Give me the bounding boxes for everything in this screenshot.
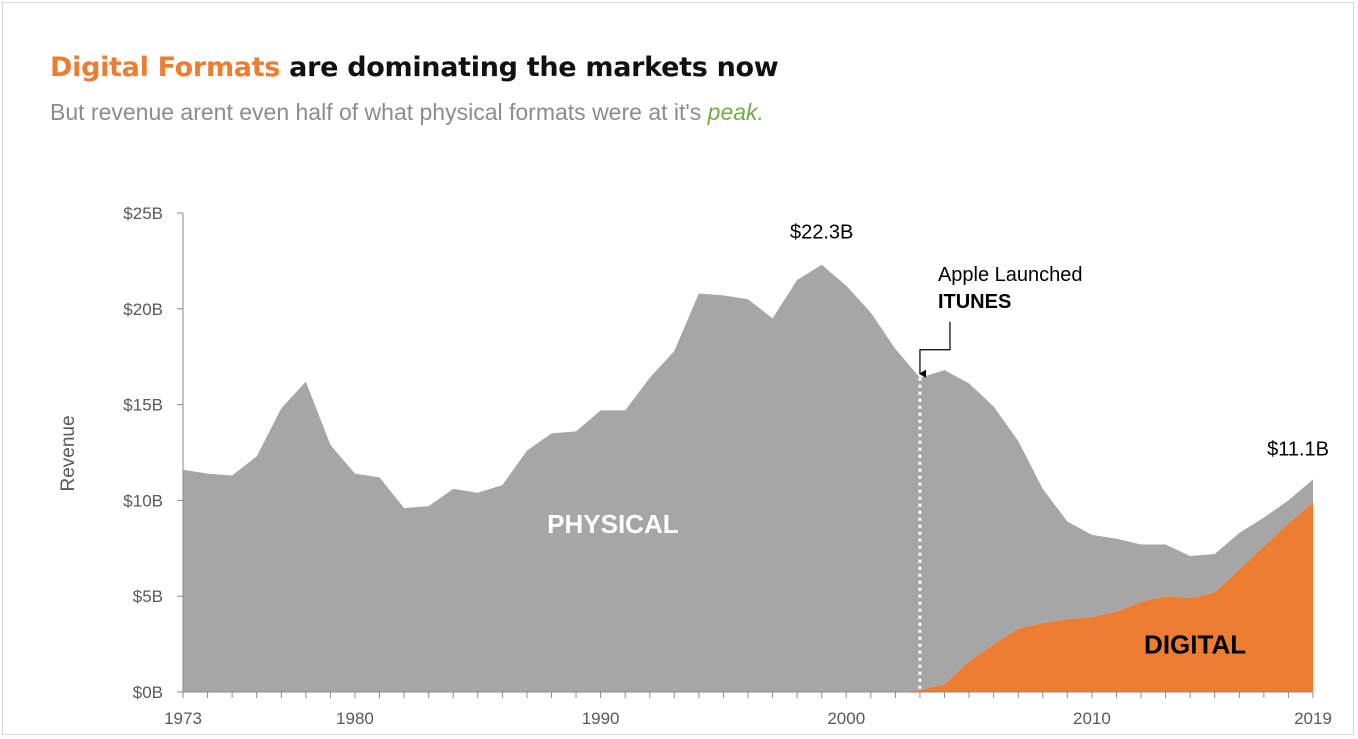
- chart-title: Digital Formats are dominating the marke…: [50, 52, 779, 83]
- end-value-label: $11.1B: [1267, 438, 1329, 460]
- y-tick-label: $15B: [123, 396, 163, 415]
- subtitle-main: But revenue arent even half of what phys…: [50, 99, 708, 125]
- itunes-callout-text: Apple Launched: [938, 264, 1083, 286]
- digital-series-label: DIGITAL: [1144, 630, 1246, 660]
- itunes-callout-arrow: [918, 321, 951, 378]
- x-tick-label: 1990: [582, 709, 620, 728]
- y-tick-label: $25B: [123, 204, 163, 223]
- x-tick-label: 1973: [164, 709, 202, 728]
- title-highlight: Digital Formats: [50, 52, 281, 83]
- chart-subtitle: But revenue arent even half of what phys…: [50, 99, 764, 126]
- y-tick-label: $10B: [123, 491, 163, 510]
- y-tick-label: $5B: [133, 587, 163, 606]
- y-tick-label: $0B: [133, 683, 163, 702]
- title-rest: are dominating the markets now: [280, 52, 779, 83]
- x-tick-label: 2019: [1294, 709, 1332, 728]
- digital-area: [183, 502, 1313, 692]
- itunes-callout-bold: ITUNES: [938, 291, 1011, 313]
- axes: $0B $5B $10B $15B $20B $25B 1973 1980 1990 2000 20…: [58, 204, 1332, 728]
- y-axis-title: Revenue: [58, 415, 79, 491]
- x-tick-label: 1980: [336, 709, 374, 728]
- physical-area: [183, 264, 1313, 692]
- x-tick-label: 2010: [1073, 709, 1111, 728]
- physical-series-label: PHYSICAL: [547, 509, 679, 539]
- area-layers: [183, 264, 1313, 692]
- annotations: Apple Launched ITUNES $22.3B $11.1B PHYSICAL…: [547, 222, 1329, 692]
- subtitle-peak-word: peak.: [707, 99, 764, 125]
- x-tick-label: 2000: [827, 709, 865, 728]
- peak-value-label: $22.3B: [790, 222, 853, 244]
- y-tick-label: $20B: [123, 300, 163, 319]
